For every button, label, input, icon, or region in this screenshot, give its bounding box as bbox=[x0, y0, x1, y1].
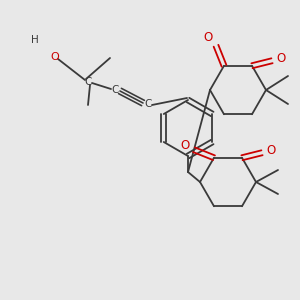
Text: C: C bbox=[111, 85, 119, 95]
Text: O: O bbox=[276, 52, 286, 65]
Text: C: C bbox=[84, 77, 92, 87]
Text: O: O bbox=[266, 144, 276, 157]
Text: C: C bbox=[144, 99, 152, 109]
Text: O: O bbox=[51, 52, 59, 62]
Text: O: O bbox=[203, 31, 213, 44]
Text: O: O bbox=[180, 139, 190, 152]
Text: H: H bbox=[31, 35, 39, 45]
